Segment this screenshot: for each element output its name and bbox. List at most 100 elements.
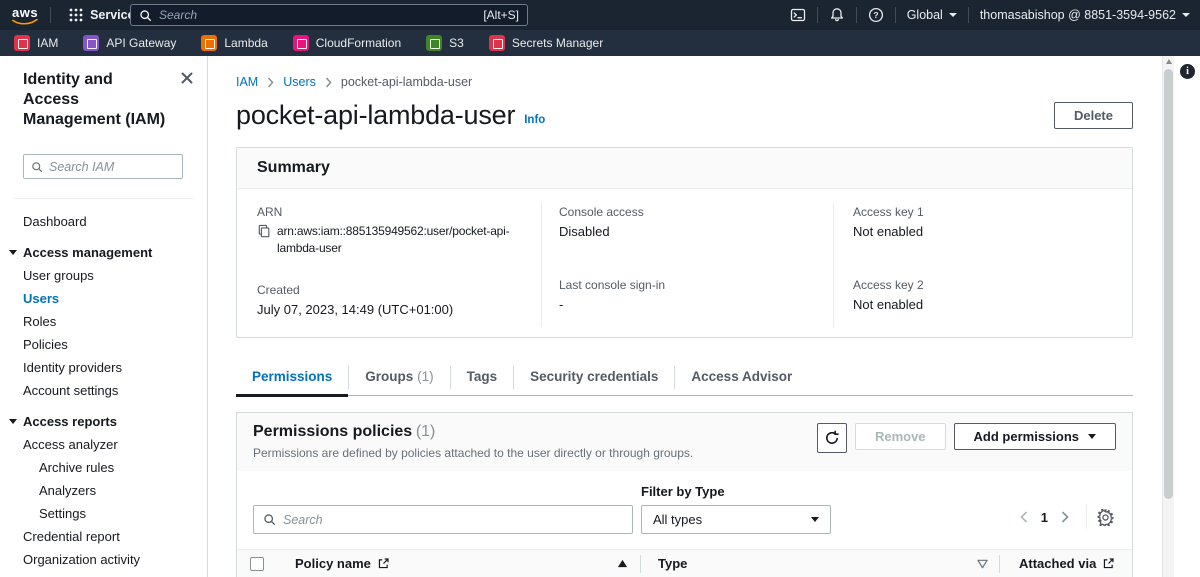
last-signin-label: Last console sign-in bbox=[559, 278, 666, 292]
sidebar-item-identity-providers[interactable]: Identity providers bbox=[23, 360, 122, 375]
next-page-button[interactable] bbox=[1052, 511, 1078, 523]
filter-by-type-label: Filter by Type bbox=[641, 484, 725, 499]
console-access-label: Console access bbox=[559, 205, 644, 219]
tab-groups[interactable]: Groups (1) bbox=[349, 360, 449, 395]
type-filter-select[interactable]: All types bbox=[641, 505, 831, 534]
close-icon[interactable] bbox=[181, 70, 193, 130]
remove-button[interactable]: Remove bbox=[854, 423, 946, 450]
nav-divider bbox=[855, 7, 857, 23]
search-icon bbox=[264, 514, 276, 526]
tab-divider bbox=[513, 366, 515, 389]
vertical-scrollbar[interactable] bbox=[1162, 56, 1174, 577]
tab-divider bbox=[674, 366, 676, 389]
delete-button[interactable]: Delete bbox=[1053, 102, 1133, 129]
aws-logo[interactable]: aws bbox=[12, 6, 38, 25]
chevron-down-icon bbox=[811, 517, 819, 522]
permissions-policies-panel: Permissions policies (1) Permissions are… bbox=[236, 412, 1133, 577]
favorite-cloudformation[interactable]: CloudFormation bbox=[292, 35, 401, 51]
sidebar-item-archive-rules[interactable]: Archive rules bbox=[39, 460, 115, 475]
previous-page-button[interactable] bbox=[1011, 511, 1037, 523]
scroll-up-arrow[interactable] bbox=[1165, 59, 1172, 64]
sidebar-section-label: Access reports bbox=[23, 414, 117, 429]
pagination: 1 bbox=[1011, 505, 1116, 529]
sort-ascending-icon[interactable] bbox=[617, 559, 628, 568]
favorite-secrets-manager[interactable]: Secrets Manager bbox=[488, 35, 603, 51]
sidebar-search-input[interactable] bbox=[49, 159, 175, 174]
topnav-right-cluster: ? Global thomasabishop @ 8851-3594-9562 bbox=[790, 0, 1190, 30]
sidebar-item-analyzers[interactable]: Analyzers bbox=[39, 483, 97, 498]
sidebar-item-roles[interactable]: Roles bbox=[23, 314, 57, 329]
tab-label: Groups bbox=[365, 369, 414, 384]
services-menu-button[interactable]: Services bbox=[63, 8, 147, 22]
search-shortcut-hint: [Alt+S] bbox=[483, 8, 519, 22]
scrollbar-thumb[interactable] bbox=[1164, 69, 1173, 499]
search-icon bbox=[32, 161, 43, 172]
iam-sidebar: Identity and Access Management (IAM) Das… bbox=[0, 56, 208, 577]
global-search-box[interactable]: [Alt+S] bbox=[130, 4, 528, 26]
favorite-s3[interactable]: S3 bbox=[426, 35, 464, 51]
tab-permissions[interactable]: Permissions bbox=[236, 360, 349, 397]
table-settings-gear-icon[interactable] bbox=[1095, 508, 1116, 526]
nav-divider bbox=[967, 7, 969, 23]
policy-search-box[interactable] bbox=[253, 505, 633, 534]
sidebar-title: Identity and Access Management (IAM) bbox=[23, 71, 166, 128]
sidebar-section-access-management[interactable]: Access management bbox=[0, 242, 207, 265]
policy-search-input[interactable] bbox=[283, 512, 623, 527]
favorite-lambda[interactable]: Lambda bbox=[201, 35, 268, 51]
copy-icon[interactable] bbox=[257, 223, 271, 257]
filter-icon[interactable] bbox=[977, 559, 988, 569]
services-grid-icon bbox=[69, 8, 83, 22]
sidebar-item-access-analyzer[interactable]: Access analyzer bbox=[23, 437, 118, 452]
chevron-right-icon bbox=[325, 77, 332, 88]
favorite-api-gateway[interactable]: API Gateway bbox=[83, 35, 176, 51]
add-permissions-button[interactable]: Add permissions bbox=[953, 423, 1116, 450]
sidebar-item-organization-activity[interactable]: Organization activity bbox=[23, 552, 141, 567]
pagination-divider bbox=[1086, 505, 1087, 529]
global-search-input[interactable] bbox=[159, 8, 484, 22]
sidebar-section-access-reports[interactable]: Access reports bbox=[0, 411, 207, 434]
sidebar-item-scps[interactable]: Service control policies (SCPs) bbox=[0, 572, 207, 577]
chevron-down-icon bbox=[1182, 13, 1190, 17]
breadcrumb-users[interactable]: Users bbox=[283, 75, 316, 89]
arn-value: arn:aws:iam::885135949562:user/pocket-ap… bbox=[277, 224, 510, 255]
info-link[interactable]: Info bbox=[524, 113, 546, 126]
sidebar-item-user-groups[interactable]: User groups bbox=[23, 268, 94, 283]
sidebar-item-settings[interactable]: Settings bbox=[39, 506, 86, 521]
caret-down-icon bbox=[9, 419, 17, 424]
favorite-label: IAM bbox=[37, 36, 59, 50]
tab-divider bbox=[348, 366, 350, 389]
select-all-checkbox[interactable] bbox=[250, 556, 264, 571]
sidebar-item-account-settings[interactable]: Account settings bbox=[23, 383, 119, 398]
tab-divider bbox=[449, 366, 451, 389]
caret-down-icon bbox=[9, 250, 17, 255]
summary-card: Summary ARN arn:aws:iam::885135949562:us… bbox=[236, 147, 1133, 338]
external-link-icon bbox=[378, 558, 389, 569]
region-selector[interactable]: Global bbox=[907, 8, 957, 22]
tab-access-advisor[interactable]: Access Advisor bbox=[675, 360, 808, 395]
lambda-service-icon bbox=[201, 35, 218, 51]
nav-divider bbox=[894, 7, 896, 23]
info-beacon-icon[interactable]: i bbox=[1180, 64, 1195, 79]
refresh-button[interactable] bbox=[816, 423, 847, 453]
sidebar-nav: Dashboard Access management User groups … bbox=[0, 211, 207, 577]
aws-logo-text: aws bbox=[12, 4, 39, 20]
tab-label: Security credentials bbox=[530, 369, 659, 384]
tab-tags[interactable]: Tags bbox=[451, 360, 514, 395]
permissions-policies-count: (1) bbox=[415, 423, 436, 440]
sidebar-item-credential-report[interactable]: Credential report bbox=[23, 529, 120, 544]
tab-label: Access Advisor bbox=[691, 369, 793, 384]
cloudformation-service-icon bbox=[292, 35, 309, 51]
favorite-iam[interactable]: IAM bbox=[14, 35, 58, 51]
sidebar-item-policies[interactable]: Policies bbox=[23, 337, 68, 352]
sidebar-item-dashboard[interactable]: Dashboard bbox=[23, 214, 87, 229]
sidebar-search-box[interactable] bbox=[23, 154, 183, 179]
account-menu[interactable]: thomasabishop @ 8851-3594-9562 bbox=[980, 8, 1190, 22]
cloudshell-button[interactable] bbox=[790, 7, 806, 23]
sidebar-item-users[interactable]: Users bbox=[23, 291, 60, 306]
tab-security-credentials[interactable]: Security credentials bbox=[514, 360, 674, 395]
access-key1-value: Not enabled bbox=[853, 224, 924, 239]
breadcrumb-iam[interactable]: IAM bbox=[236, 75, 259, 89]
add-permissions-label: Add permissions bbox=[973, 429, 1079, 444]
help-button[interactable]: ? bbox=[868, 7, 884, 23]
notifications-bell-button[interactable] bbox=[829, 7, 845, 23]
